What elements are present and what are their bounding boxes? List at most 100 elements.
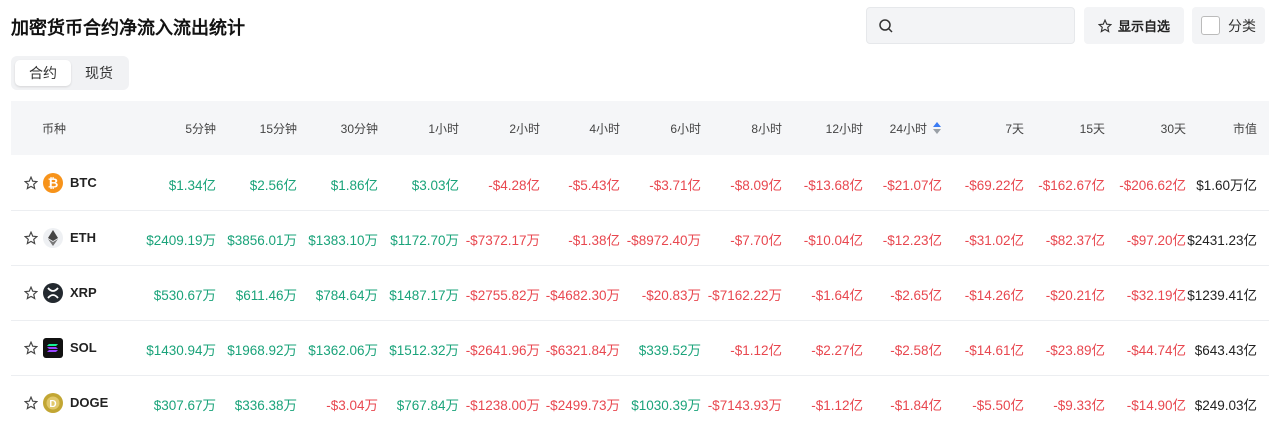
table-cell: $784.64万 bbox=[315, 288, 378, 303]
table-cell: -$13.68亿 bbox=[803, 178, 863, 193]
tab[interactable]: 合约 bbox=[15, 60, 71, 86]
column-header[interactable]: 30天 bbox=[1160, 122, 1186, 136]
table-cell: -$1.38亿 bbox=[568, 233, 620, 248]
table-cell: $1172.70万 bbox=[390, 233, 459, 248]
table-cell: $1.86亿 bbox=[330, 178, 378, 193]
sort-icon bbox=[933, 121, 941, 134]
coin-symbol: XRP bbox=[70, 285, 97, 300]
watchlist-button[interactable]: 显示自选 bbox=[1084, 7, 1184, 44]
column-header[interactable]: 6小时 bbox=[670, 122, 701, 136]
table-cell: $2.56亿 bbox=[249, 178, 297, 193]
table-cell: -$2.58亿 bbox=[890, 343, 942, 358]
table-cell: -$1.12亿 bbox=[730, 343, 782, 358]
column-header: 币种 bbox=[42, 122, 67, 136]
coin-symbol: ETH bbox=[70, 230, 96, 245]
table-cell: $1239.41亿 bbox=[1187, 288, 1257, 303]
table-cell: $1383.10万 bbox=[308, 233, 378, 248]
table-cell: $1030.39万 bbox=[631, 398, 701, 413]
search-icon bbox=[879, 19, 893, 33]
table-cell: -$82.37亿 bbox=[1045, 233, 1105, 248]
table-cell: $767.84万 bbox=[396, 398, 459, 413]
coin-icon: ₿ bbox=[43, 173, 63, 193]
table-cell: -$9.33亿 bbox=[1053, 398, 1105, 413]
coin-symbol: SOL bbox=[70, 340, 97, 355]
table-cell: -$162.67亿 bbox=[1038, 178, 1105, 193]
table-cell: -$2641.96万 bbox=[465, 343, 540, 358]
table-cell: -$44.74亿 bbox=[1126, 343, 1186, 358]
table-cell: -$8.09亿 bbox=[730, 178, 782, 193]
category-toggle[interactable]: 分类 bbox=[1192, 7, 1265, 44]
table-cell: -$20.21亿 bbox=[1045, 288, 1105, 303]
table-row bbox=[11, 211, 1269, 266]
table-cell: $2409.19万 bbox=[146, 233, 216, 248]
column-header[interactable]: 2小时 bbox=[509, 122, 540, 136]
column-header[interactable]: 5分钟 bbox=[185, 122, 216, 136]
table-cell: -$14.61亿 bbox=[964, 343, 1024, 358]
column-header[interactable]: 4小时 bbox=[589, 122, 620, 136]
table-cell: -$5.50亿 bbox=[972, 398, 1024, 413]
table-cell: -$1.84亿 bbox=[890, 398, 942, 413]
table-cell: -$14.90亿 bbox=[1126, 398, 1186, 413]
table-cell: -$5.43亿 bbox=[568, 178, 620, 193]
column-header[interactable]: 15天 bbox=[1079, 122, 1105, 136]
coin-symbol: DOGE bbox=[70, 395, 109, 410]
table-cell: $307.67万 bbox=[153, 398, 216, 413]
favorite-star[interactable] bbox=[23, 340, 39, 355]
star-icon bbox=[1097, 18, 1112, 33]
column-header[interactable]: 15分钟 bbox=[259, 122, 297, 136]
table-cell: -$7162.22万 bbox=[707, 288, 782, 303]
column-header[interactable]: 1小时 bbox=[428, 122, 459, 136]
table-cell: -$14.26亿 bbox=[964, 288, 1024, 303]
coin-icon bbox=[43, 283, 63, 303]
toggle-label: 分类 bbox=[1228, 17, 1256, 34]
table-cell: -$97.20亿 bbox=[1126, 233, 1186, 248]
column-header[interactable]: 7天 bbox=[1005, 122, 1024, 136]
table-cell: -$2.27亿 bbox=[811, 343, 863, 358]
table-cell: -$23.89亿 bbox=[1045, 343, 1105, 358]
table-row bbox=[11, 266, 1269, 321]
table-cell: $1487.17万 bbox=[389, 288, 459, 303]
table-cell: -$32.19亿 bbox=[1126, 288, 1186, 303]
svg-text:₿: ₿ bbox=[48, 176, 59, 191]
table-cell: -$1.12亿 bbox=[811, 398, 863, 413]
table-cell: -$7143.93万 bbox=[707, 398, 782, 413]
column-header[interactable]: 市值 bbox=[1232, 122, 1257, 136]
table-cell: -$3.71亿 bbox=[649, 178, 701, 193]
coin-icon bbox=[43, 338, 63, 358]
column-header[interactable]: 24小时 bbox=[889, 122, 927, 136]
table-cell: -$4.28亿 bbox=[488, 178, 540, 193]
table-row bbox=[11, 321, 1269, 376]
table-cell: $1968.92万 bbox=[227, 343, 297, 358]
column-header[interactable]: 12小时 bbox=[825, 122, 863, 136]
favorite-star[interactable] bbox=[23, 175, 39, 190]
coin-symbol: BTC bbox=[70, 175, 97, 190]
table-cell: $336.38万 bbox=[234, 398, 297, 413]
table-cell: -$31.02亿 bbox=[964, 233, 1024, 248]
table-cell: -$206.62亿 bbox=[1119, 178, 1186, 193]
button-label: 显示自选 bbox=[1117, 19, 1170, 34]
favorite-star[interactable] bbox=[23, 285, 39, 300]
column-header[interactable]: 30分钟 bbox=[340, 122, 378, 136]
table-cell: -$2.65亿 bbox=[890, 288, 942, 303]
coin-icon bbox=[43, 228, 63, 248]
column-header[interactable]: 8小时 bbox=[751, 122, 782, 136]
table-cell: $643.43亿 bbox=[1194, 343, 1257, 358]
table-cell: -$69.22亿 bbox=[964, 178, 1024, 193]
favorite-star[interactable] bbox=[23, 395, 39, 410]
tab[interactable]: 现货 bbox=[85, 65, 113, 81]
table-cell: -$3.04万 bbox=[326, 398, 378, 413]
table-header bbox=[11, 101, 1269, 155]
table-cell: -$2499.73万 bbox=[545, 398, 620, 413]
table-cell: -$7.70亿 bbox=[730, 233, 782, 248]
checkbox[interactable] bbox=[1201, 16, 1220, 35]
search-box[interactable] bbox=[866, 7, 1075, 44]
table-cell: -$8972.40万 bbox=[626, 233, 701, 248]
tab-bar: 合约 现货 bbox=[11, 56, 129, 90]
table-cell: $3856.01万 bbox=[227, 233, 297, 248]
coin-icon: D bbox=[43, 393, 63, 413]
table-cell: $1.34亿 bbox=[168, 178, 216, 193]
favorite-star[interactable] bbox=[23, 230, 39, 245]
table-cell: $3.03亿 bbox=[411, 178, 459, 193]
table-cell: $249.03亿 bbox=[1194, 398, 1257, 413]
